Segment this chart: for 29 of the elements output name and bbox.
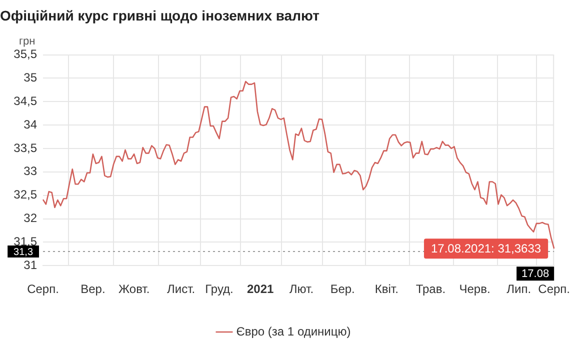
y-tick-label: 35,5 xyxy=(14,47,38,62)
y-tick-label: 32,5 xyxy=(14,188,38,202)
y-tick-label: 31 xyxy=(24,258,38,272)
y-tick-label: 32 xyxy=(24,211,38,226)
x-tick-label: Груд. xyxy=(205,282,234,296)
x-tick-label: Бер. xyxy=(330,282,355,296)
y-tick-label: 33 xyxy=(24,164,38,178)
y-tick-label: 34,5 xyxy=(14,94,38,108)
x-tick-label: 2021 xyxy=(247,282,274,296)
x-tick-label: Квіт. xyxy=(374,282,398,296)
x-tick-label: Жовт. xyxy=(118,282,150,296)
annotation: 17.08.2021: 31,3633 xyxy=(430,241,542,256)
x-tick-label: Лют. xyxy=(289,282,314,296)
x-tick-label: Серп. xyxy=(538,282,570,296)
legend-label: Євро (за 1 одиницю) xyxy=(236,324,351,338)
y-tick-label: 34 xyxy=(24,117,38,132)
x-tick-label: Серп. xyxy=(27,282,59,296)
y-tick-label: 33,5 xyxy=(14,140,38,155)
x-tick-label: Вер. xyxy=(80,282,106,296)
x-tick-label: Черв. xyxy=(459,282,490,296)
x-tick-label: Лист. xyxy=(167,282,196,296)
y-tick-label: 35 xyxy=(24,70,38,85)
x-tick-label: Лип. xyxy=(506,282,532,296)
text: 17.08 xyxy=(522,268,550,280)
ref-line-label: 31,3 xyxy=(14,246,34,258)
y-tick-label: 31,5 xyxy=(14,234,38,248)
y-axis-title: грн xyxy=(19,35,36,48)
chart-title: Офіційний курс гривні щодо іноземних валют xyxy=(0,7,320,24)
x-tick-label: Трав. xyxy=(416,282,446,296)
